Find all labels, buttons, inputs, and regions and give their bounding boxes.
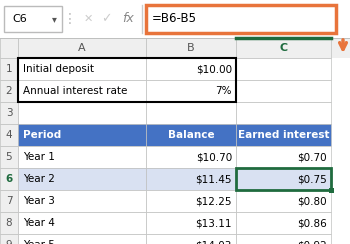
Text: Balance: Balance [168, 130, 214, 140]
Bar [18, 58, 236, 102]
Bar [146, 124, 236, 146]
Text: 7: 7 [6, 196, 12, 206]
Bar [18, 80, 146, 102]
Bar [18, 58, 146, 80]
Bar [0, 38, 350, 58]
Text: 7%: 7% [216, 86, 232, 96]
Bar [4, 6, 62, 32]
Bar [0, 190, 18, 212]
Text: fx: fx [122, 12, 134, 26]
Text: $0.86: $0.86 [297, 218, 327, 228]
Bar [236, 124, 331, 146]
Text: $0.80: $0.80 [298, 196, 327, 206]
Text: 2: 2 [6, 86, 12, 96]
Bar [236, 38, 331, 58]
Bar [146, 58, 236, 80]
Text: Initial deposit: Initial deposit [23, 64, 94, 74]
Bar [146, 168, 236, 190]
Text: C: C [279, 43, 288, 53]
Bar [329, 187, 334, 193]
Polygon shape [0, 38, 18, 58]
Text: Year 3: Year 3 [23, 196, 55, 206]
Bar [0, 80, 18, 102]
Text: Year 2: Year 2 [23, 174, 55, 184]
Bar [18, 38, 146, 58]
Bar [236, 168, 331, 190]
Bar [0, 58, 18, 80]
Bar [18, 234, 146, 244]
Bar [236, 212, 331, 234]
Bar [146, 146, 236, 168]
Bar [146, 190, 236, 212]
Text: $0.92: $0.92 [297, 240, 327, 244]
Bar [236, 168, 331, 190]
Bar [0, 234, 18, 244]
Bar [236, 80, 331, 102]
Bar [0, 0, 350, 38]
Bar [236, 102, 331, 124]
Bar [236, 234, 331, 244]
Bar [236, 58, 331, 80]
Bar [18, 212, 146, 234]
Text: $0.75: $0.75 [297, 174, 327, 184]
Bar [0, 124, 18, 146]
Text: 5: 5 [6, 152, 12, 162]
Text: $10.00: $10.00 [196, 64, 232, 74]
Text: 8: 8 [6, 218, 12, 228]
Bar [18, 190, 146, 212]
Bar [0, 212, 18, 234]
Text: Period: Period [23, 130, 61, 140]
Bar [18, 146, 146, 168]
Text: $13.11: $13.11 [196, 218, 232, 228]
Bar [146, 212, 236, 234]
Bar [146, 38, 236, 58]
Bar [18, 168, 146, 190]
Text: $0.70: $0.70 [298, 152, 327, 162]
Text: A: A [78, 43, 86, 53]
Text: ✓: ✓ [101, 12, 111, 26]
Text: Year 1: Year 1 [23, 152, 55, 162]
Text: ⋮: ⋮ [63, 12, 77, 26]
Text: C6: C6 [12, 14, 27, 24]
Text: B: B [187, 43, 195, 53]
Bar [146, 5, 336, 33]
Bar [18, 124, 146, 146]
Bar [236, 146, 331, 168]
Bar [146, 234, 236, 244]
Text: $10.70: $10.70 [196, 152, 232, 162]
Text: 1: 1 [6, 64, 12, 74]
Bar [18, 102, 146, 124]
Text: Year 5: Year 5 [23, 240, 55, 244]
Text: Earned interest: Earned interest [238, 130, 329, 140]
Text: 9: 9 [6, 240, 12, 244]
Text: Annual interest rate: Annual interest rate [23, 86, 127, 96]
Text: 4: 4 [6, 130, 12, 140]
Text: 6: 6 [5, 174, 13, 184]
Text: =B6-B5: =B6-B5 [152, 12, 197, 26]
Bar [0, 146, 18, 168]
Bar [146, 102, 236, 124]
Text: 3: 3 [6, 108, 12, 118]
Bar [0, 168, 18, 190]
Bar [236, 190, 331, 212]
Text: $14.03: $14.03 [196, 240, 232, 244]
Bar [146, 80, 236, 102]
Bar [0, 102, 18, 124]
Text: $12.25: $12.25 [196, 196, 232, 206]
Bar [0, 38, 18, 58]
Text: ▾: ▾ [51, 14, 56, 24]
Text: $11.45: $11.45 [196, 174, 232, 184]
Text: ✕: ✕ [83, 14, 93, 24]
Text: Year 4: Year 4 [23, 218, 55, 228]
